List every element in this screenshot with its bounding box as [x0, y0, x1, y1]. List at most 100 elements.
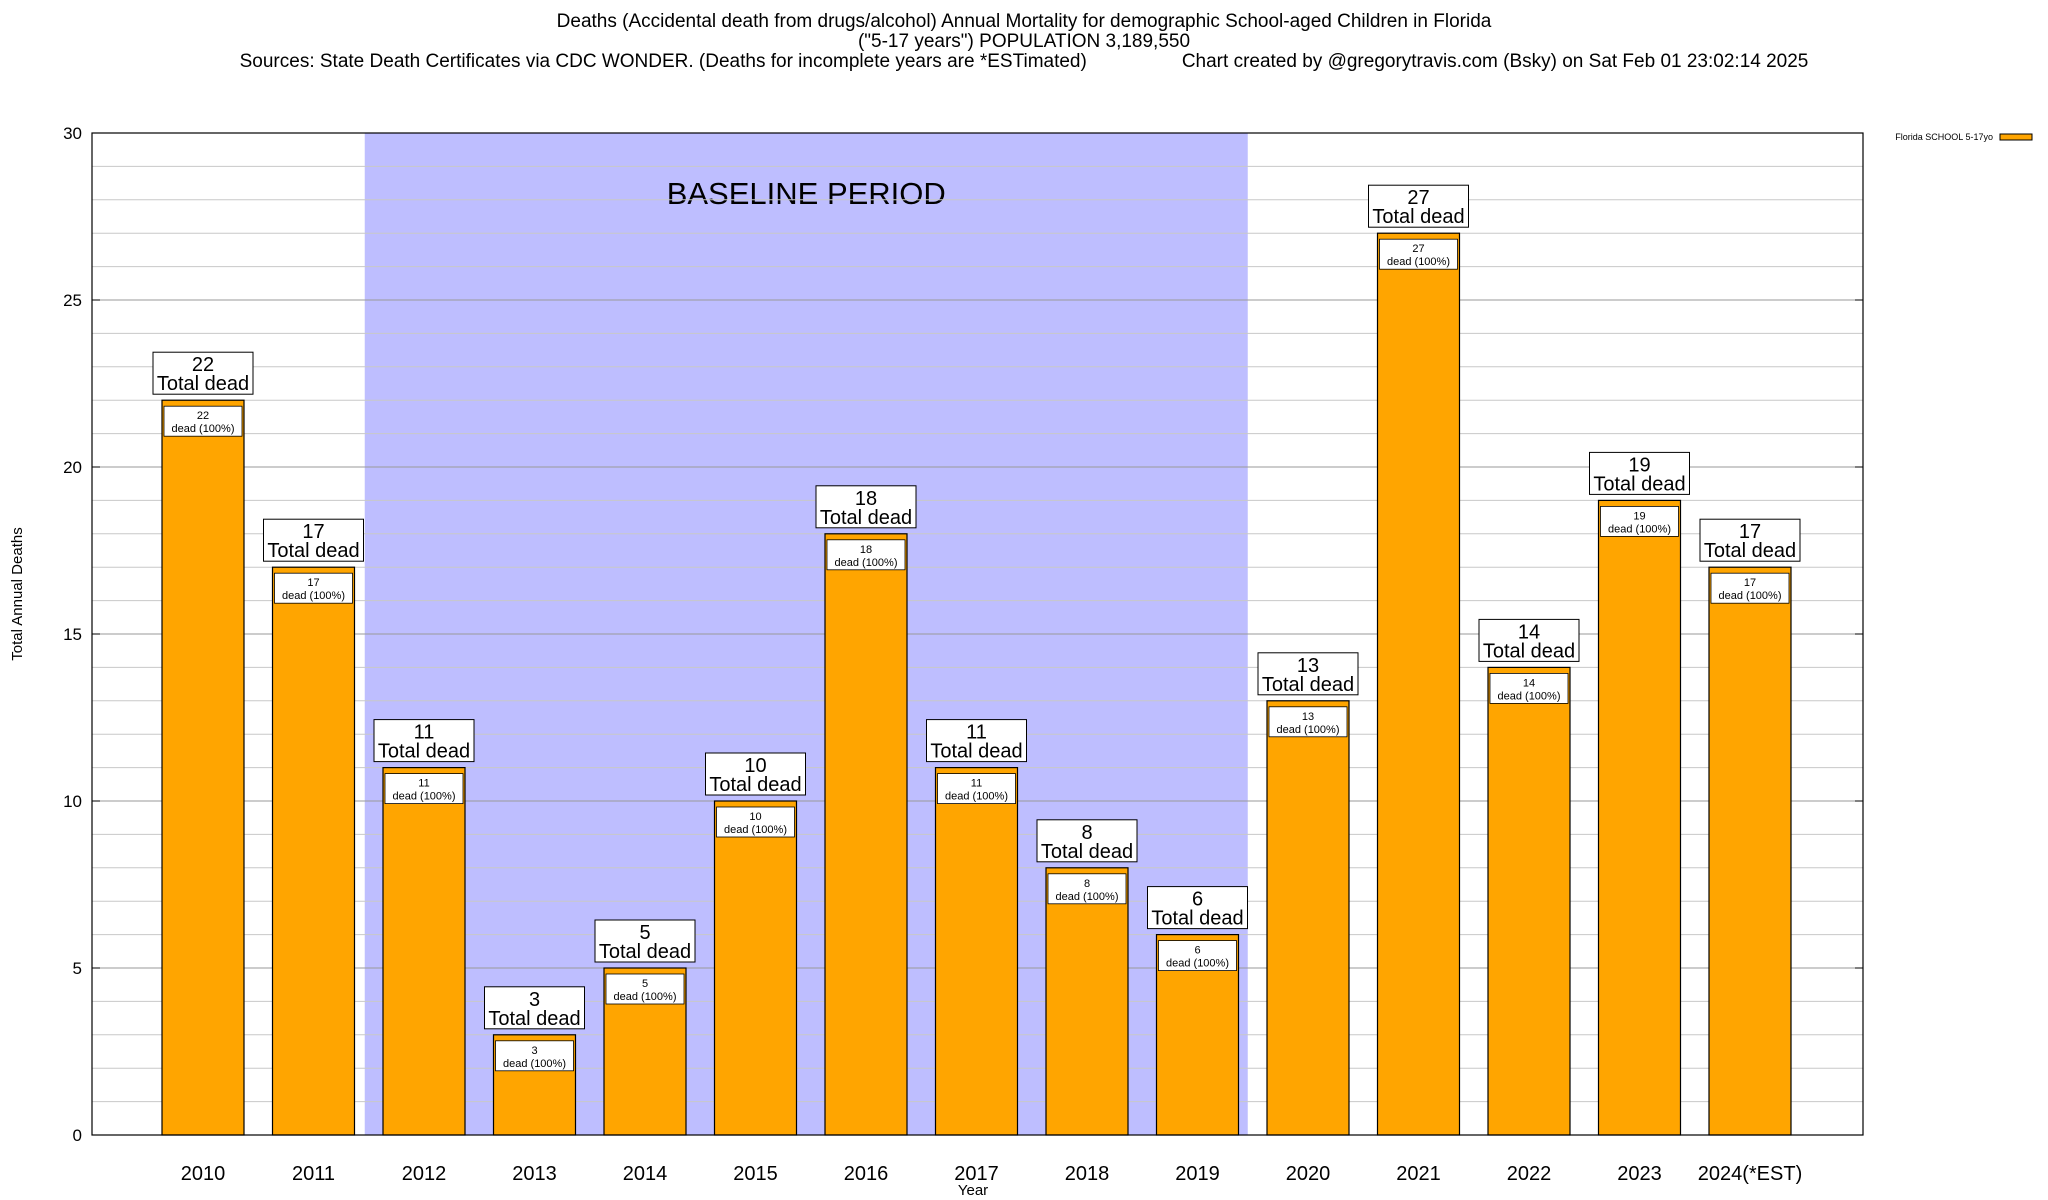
top-label-text: Total dead: [1483, 640, 1575, 662]
top-label-box: [1589, 451, 1690, 495]
baseline-band-label: BASELINE PERIOD: [667, 176, 946, 211]
inner-label-value: 13: [1302, 711, 1314, 723]
x-tick-label: 2021: [1396, 1163, 1441, 1185]
bar: [1376, 232, 1461, 1136]
top-label-box: [1699, 518, 1801, 562]
top-label-value: 6: [1192, 889, 1203, 911]
inner-label-text: dead (100%): [724, 824, 787, 836]
bar: [382, 766, 466, 1136]
axes: 2010 2011 2012 2013 2014 2015 2016 2017 2018 2019…: [63, 124, 1864, 1185]
inner-label-value: 14: [1523, 677, 1535, 689]
top-label-value: 17: [1739, 521, 1761, 543]
bar: [1266, 700, 1350, 1136]
top-label-box: [1478, 618, 1580, 662]
inner-label-box: [384, 773, 464, 804]
top-label-text: Total dead: [599, 941, 691, 963]
chart-credit: Chart created by @gregorytravis.com (Bsk…: [1181, 51, 1809, 72]
top-label-box: [263, 518, 364, 562]
top-label-value: 3: [529, 989, 540, 1011]
top-label-box: [815, 485, 917, 529]
top-label-text: Total dead: [930, 741, 1022, 763]
y-tick-label: 20: [63, 458, 82, 477]
top-label-text: Total dead: [1704, 540, 1796, 562]
x-tick-label: 2015: [733, 1163, 778, 1185]
inner-label-text: dead (100%): [172, 423, 235, 435]
inner-label-value: 8: [1084, 878, 1090, 890]
inner-label-text: dead (100%): [1498, 690, 1561, 702]
chart-subtitle: ("5-17 years") POPULATION 3,189,550: [857, 31, 1191, 52]
x-tick-label: 2024(*EST): [1698, 1163, 1803, 1185]
inner-label-box: [1710, 572, 1790, 604]
inner-label-text: dead (100%): [1056, 891, 1119, 903]
inner-label-text: dead (100%): [503, 1058, 566, 1070]
inner-label-box: [495, 1040, 574, 1072]
x-tick-label: 2017: [954, 1163, 999, 1185]
inner-label-text: dead (100%): [835, 557, 898, 569]
x-tick-label: 2022: [1507, 1163, 1552, 1185]
top-label-box: [1147, 886, 1248, 930]
top-label-text: Total dead: [1262, 674, 1354, 696]
inner-label-value: 10: [749, 811, 761, 823]
inner-label-value: 3: [531, 1045, 537, 1057]
top-label-text: Total dead: [157, 373, 249, 395]
inner-label-box: [826, 539, 906, 571]
inner-label-text: dead (100%): [614, 991, 677, 1003]
chart-title-block: Deaths (Accidental death from drugs/alco…: [0, 12, 2048, 72]
top-label-text: Total dead: [1041, 841, 1133, 863]
bar: [1045, 867, 1129, 1136]
x-tick-label: 2023: [1617, 1163, 1662, 1185]
y-tick-label: 30: [63, 124, 82, 143]
top-label-box: [926, 719, 1027, 763]
chart-sources-line: Sources: State Death Certificates via CD…: [0, 52, 2048, 72]
bar: [1708, 566, 1792, 1136]
inner-label-box: [163, 405, 243, 437]
top-label-value: 22: [192, 354, 214, 376]
inner-label-box: [1268, 706, 1348, 738]
x-tick-label: 2011: [292, 1163, 335, 1185]
y-axis-label: Total Annual Deaths: [9, 527, 26, 660]
inner-label-value: 27: [1412, 243, 1424, 255]
x-tick-label: 2020: [1286, 1163, 1331, 1185]
top-label-value: 8: [1081, 822, 1092, 844]
y-tick-label: 15: [63, 625, 82, 644]
x-tick-label: 2013: [512, 1163, 557, 1185]
x-tick-label: 2010: [181, 1163, 226, 1185]
x-tick-label: 2019: [1175, 1163, 1220, 1185]
top-label-box: [705, 752, 806, 796]
inner-label-text: dead (100%): [393, 791, 456, 803]
chart-title: Deaths (Accidental death from drugs/alco…: [556, 11, 1492, 32]
top-label-value: 11: [966, 722, 987, 744]
inner-label-text: dead (100%): [282, 590, 345, 602]
inner-label-value: 11: [971, 778, 982, 790]
legend-swatch: [1999, 133, 2033, 141]
top-label-text: Total dead: [1593, 473, 1685, 495]
top-label-value: 13: [1297, 655, 1319, 677]
top-label-text: Total dead: [820, 507, 912, 529]
y-tick-label: 25: [63, 291, 82, 310]
bar: [713, 800, 798, 1136]
inner-label-box: [1158, 940, 1237, 971]
top-label-box: [373, 719, 475, 763]
top-label-box: [1036, 819, 1138, 863]
top-label-value: 11: [414, 722, 435, 744]
